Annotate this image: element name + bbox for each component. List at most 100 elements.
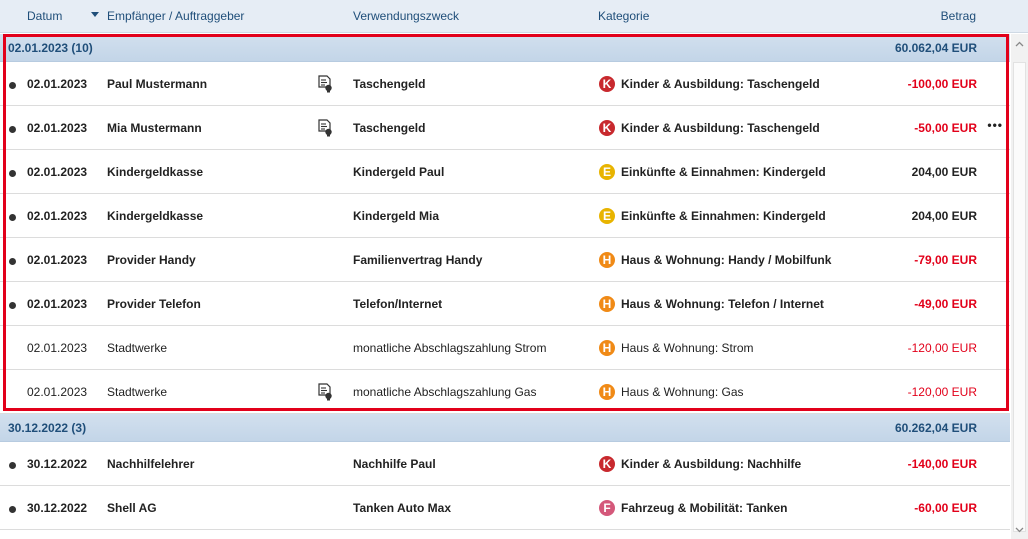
transaction-date: 02.01.2023 <box>27 77 88 91</box>
transaction-date: 02.01.2023 <box>27 341 88 355</box>
transaction-payee: Kindergeldkasse <box>107 165 204 179</box>
transaction-date: 02.01.2023 <box>27 385 88 399</box>
note-icon[interactable] <box>317 383 333 401</box>
transaction-category[interactable]: Haus & Wohnung: Telefon / Internet <box>621 297 824 311</box>
transaction-purpose: Kindergeld Mia <box>353 209 440 223</box>
transaction-amount: -120,00 EUR <box>907 341 977 355</box>
unread-dot-icon <box>9 82 16 89</box>
transaction-purpose: Telefon/Internet <box>353 297 443 311</box>
transaction-amount: -79,00 EUR <box>914 253 977 267</box>
transaction-purpose: Nachhilfe Paul <box>353 457 436 471</box>
transaction-category[interactable]: Kinder & Ausbildung: Nachhilfe <box>621 457 802 471</box>
scroll-up-icon[interactable] <box>1015 40 1024 49</box>
transaction-purpose: Taschengeld <box>353 77 426 91</box>
transaction-list: 02.01.2023 (10) 60.062,04 EUR 02.01.2023 Pa… <box>0 34 1010 530</box>
transaction-amount: -50,00 EUR <box>914 121 977 135</box>
transaction-category[interactable]: Haus & Wohnung: Gas <box>621 385 744 399</box>
transaction-date: 02.01.2023 <box>27 297 88 311</box>
unread-dot-icon <box>9 170 16 177</box>
transaction-row[interactable]: 02.01.2023 Stadtwerke monatliche Abschlags… <box>0 326 1010 370</box>
transaction-date: 02.01.2023 <box>27 165 88 179</box>
date-group-header[interactable]: 30.12.2022 (3) 60.262,04 EUR <box>0 414 1010 442</box>
unread-dot-icon <box>9 214 16 221</box>
category-letter-icon: F <box>599 500 615 516</box>
unread-dot-icon <box>9 506 16 513</box>
transaction-purpose: monatliche Abschlagszahlung Gas <box>353 385 537 399</box>
column-header-amount[interactable]: Betrag <box>940 9 976 23</box>
category-letter-icon: H <box>599 340 615 356</box>
scroll-down-icon[interactable] <box>1015 525 1024 534</box>
transaction-amount: 204,00 EUR <box>911 165 977 179</box>
transaction-payee: Stadtwerke <box>107 385 168 399</box>
transaction-payee: Mia Mustermann <box>107 121 202 135</box>
transaction-date: 02.01.2023 <box>27 209 88 223</box>
transaction-purpose: monatliche Abschlagszahlung Strom <box>353 341 547 355</box>
transaction-row[interactable]: 30.12.2022 Shell AG Tanken Auto Max F Fahrze… <box>0 486 1010 530</box>
transaction-payee: Shell AG <box>107 501 157 515</box>
category-letter-icon: K <box>599 76 615 92</box>
unread-dot-icon <box>9 302 16 309</box>
unread-dot-icon <box>9 126 16 133</box>
unread-dot-icon <box>9 462 16 469</box>
transaction-row[interactable]: 02.01.2023 Paul Mustermann Taschengeld K Kin… <box>0 62 1010 106</box>
transaction-date: 02.01.2023 <box>27 253 88 267</box>
transaction-date: 30.12.2022 <box>27 501 88 515</box>
table-header: Datum Empfänger / Auftraggeber Verwendun… <box>0 0 1028 33</box>
transaction-amount: -49,00 EUR <box>914 297 977 311</box>
transaction-row[interactable]: 02.01.2023 Kindergeldkasse Kindergeld Paul… <box>0 150 1010 194</box>
group-title: 30.12.2022 (3) <box>8 421 87 435</box>
transaction-payee: Provider Handy <box>107 253 196 267</box>
transaction-category[interactable]: Kinder & Ausbildung: Taschengeld <box>621 77 820 91</box>
unread-dot-icon <box>9 258 16 265</box>
transaction-amount: -140,00 EUR <box>907 457 977 471</box>
transaction-purpose: Kindergeld Paul <box>353 165 445 179</box>
column-header-payee[interactable]: Empfänger / Auftraggeber <box>107 9 245 23</box>
transaction-category[interactable]: Kinder & Ausbildung: Taschengeld <box>621 121 820 135</box>
transaction-payee: Kindergeldkasse <box>107 209 204 223</box>
category-letter-icon: H <box>599 296 615 312</box>
group-title: 02.01.2023 (10) <box>8 41 93 55</box>
category-letter-icon: H <box>599 252 615 268</box>
transaction-row[interactable]: 02.01.2023 Provider Telefon Telefon/Intern… <box>0 282 1010 326</box>
note-icon[interactable] <box>317 75 333 93</box>
column-header-category[interactable]: Kategorie <box>598 9 650 23</box>
group-balance: 60.262,04 EUR <box>894 421 977 435</box>
column-header-purpose[interactable]: Verwendungszweck <box>353 9 460 23</box>
transaction-payee: Stadtwerke <box>107 341 168 355</box>
category-letter-icon: E <box>599 164 615 180</box>
category-letter-icon: H <box>599 384 615 400</box>
transaction-row[interactable]: 02.01.2023 Mia Mustermann Taschengeld K Kind… <box>0 106 1010 150</box>
transaction-row[interactable]: 02.01.2023 Provider Handy Familienvertrag … <box>0 238 1010 282</box>
sort-descending-icon[interactable] <box>91 12 99 17</box>
transaction-amount: -100,00 EUR <box>907 77 977 91</box>
more-options-icon[interactable]: ••• <box>987 118 1003 132</box>
transaction-category[interactable]: Haus & Wohnung: Handy / Mobilfunk <box>621 253 832 267</box>
date-group-header[interactable]: 02.01.2023 (10) 60.062,04 EUR <box>0 34 1010 62</box>
category-letter-icon: K <box>599 456 615 472</box>
column-header-date[interactable]: Datum <box>27 9 63 23</box>
transaction-payee: Nachhilfelehrer <box>107 457 195 471</box>
transaction-payee: Paul Mustermann <box>107 77 208 91</box>
transaction-amount: -120,00 EUR <box>907 385 977 399</box>
group-balance: 60.062,04 EUR <box>894 41 977 55</box>
transaction-purpose: Taschengeld <box>353 121 426 135</box>
transaction-purpose: Familienvertrag Handy <box>353 253 483 267</box>
transaction-date: 30.12.2022 <box>27 457 88 471</box>
scrollbar-thumb[interactable] <box>1013 62 1026 532</box>
category-letter-icon: E <box>599 208 615 224</box>
transaction-amount: -60,00 EUR <box>914 501 977 515</box>
transaction-category[interactable]: Fahrzeug & Mobilität: Tanken <box>621 501 788 515</box>
transaction-date: 02.01.2023 <box>27 121 88 135</box>
transaction-category[interactable]: Einkünfte & Einnahmen: Kindergeld <box>621 165 826 179</box>
transaction-row[interactable]: 02.01.2023 Stadtwerke monatliche Abschlags… <box>0 370 1010 414</box>
transaction-category[interactable]: Haus & Wohnung: Strom <box>621 341 754 355</box>
transaction-amount: 204,00 EUR <box>911 209 977 223</box>
transaction-purpose: Tanken Auto Max <box>353 501 452 515</box>
transaction-category[interactable]: Einkünfte & Einnahmen: Kindergeld <box>621 209 826 223</box>
transaction-row[interactable]: 30.12.2022 Nachhilfelehrer Nachhilfe Paul K… <box>0 442 1010 486</box>
note-icon[interactable] <box>317 119 333 137</box>
transaction-row[interactable]: 02.01.2023 Kindergeldkasse Kindergeld Mia E… <box>0 194 1010 238</box>
vertical-scrollbar[interactable] <box>1011 34 1028 539</box>
transaction-payee: Provider Telefon <box>107 297 201 311</box>
category-letter-icon: K <box>599 120 615 136</box>
